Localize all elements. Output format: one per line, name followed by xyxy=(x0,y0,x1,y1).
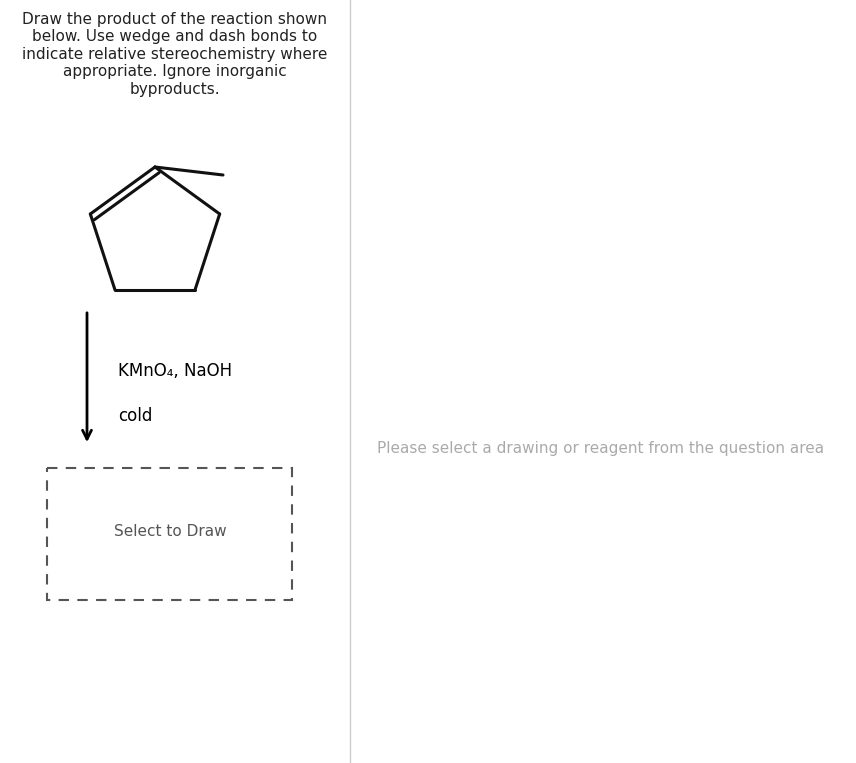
Text: Select to Draw: Select to Draw xyxy=(114,523,226,539)
Text: cold: cold xyxy=(118,407,152,425)
Text: Please select a drawing or reagent from the question area: Please select a drawing or reagent from … xyxy=(377,440,824,456)
Text: KMnO₄, NaOH: KMnO₄, NaOH xyxy=(118,362,232,380)
Text: Draw the product of the reaction shown
below. Use wedge and dash bonds to
indica: Draw the product of the reaction shown b… xyxy=(22,12,328,97)
